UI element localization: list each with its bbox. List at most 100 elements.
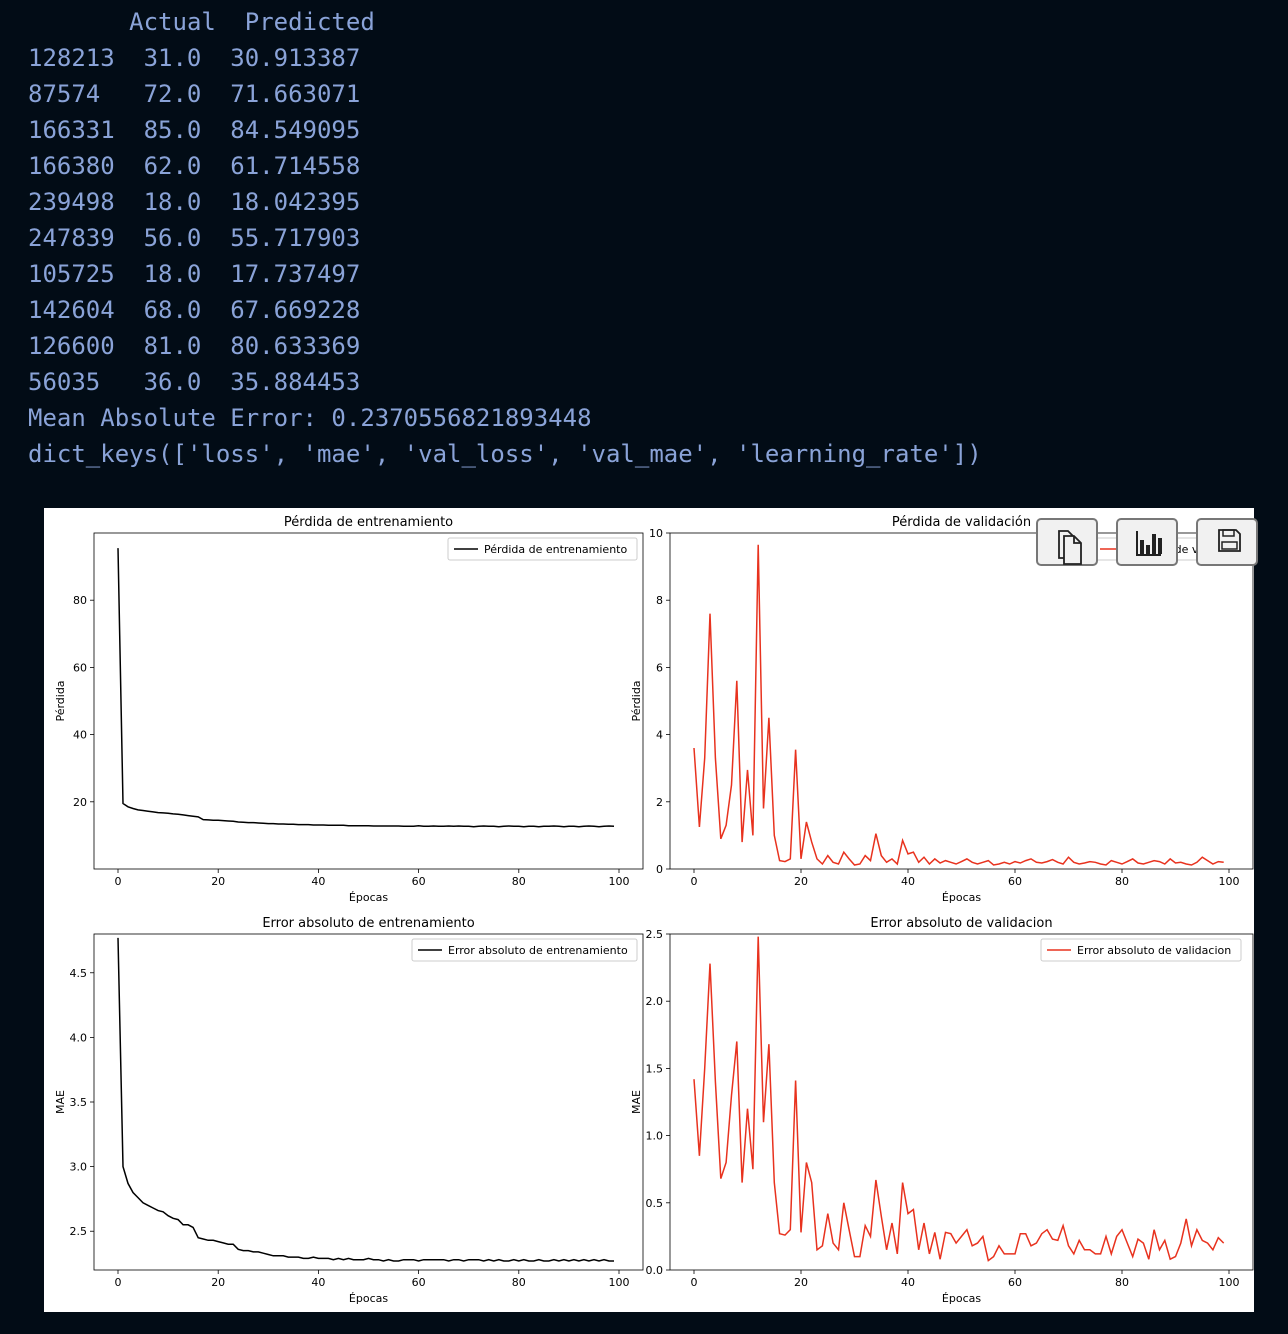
- x-tick-label: 60: [412, 1276, 426, 1289]
- actual-value: 18.0: [143, 188, 202, 216]
- series-line: [117, 937, 614, 1262]
- legend: Error absoluto de entrenamiento: [411, 938, 638, 962]
- row-index: 142604: [28, 296, 115, 324]
- y-tick-label: 1.0: [646, 1130, 664, 1143]
- x-tick-label: 20: [211, 875, 225, 888]
- x-axis-label: Épocas: [349, 1292, 388, 1305]
- legend-entry: Error absoluto de validacion: [1077, 944, 1231, 957]
- row-index: 128213: [28, 44, 115, 72]
- y-tick-label: 40: [73, 729, 87, 742]
- row-index: 239498: [28, 188, 115, 216]
- actual-value: 56.0: [143, 224, 202, 252]
- predicted-value: 18.042395: [230, 188, 361, 216]
- save-icon: [1218, 529, 1241, 552]
- y-tick-label: 0.5: [646, 1197, 664, 1210]
- row-index: 166380: [28, 152, 115, 180]
- predicted-value: 84.549095: [230, 116, 361, 144]
- predicted-value: 61.714558: [230, 152, 361, 180]
- series-line: [693, 544, 1224, 866]
- predicted-value: 71.663071: [230, 80, 361, 108]
- chart-button[interactable]: [1116, 518, 1178, 566]
- series-line: [117, 548, 615, 828]
- x-axis-label: Épocas: [349, 891, 388, 904]
- x-tick-label: 100: [1219, 1276, 1240, 1289]
- series-line: [693, 936, 1225, 1262]
- x-tick-label: 20: [794, 875, 808, 888]
- legend-box: [1040, 938, 1242, 962]
- copy-button[interactable]: [1036, 518, 1098, 566]
- console-output: Actual Predicted 128213 31.0 30.913387 875…: [28, 4, 982, 472]
- dataframe-row: 166331 85.0 84.549095: [28, 116, 360, 144]
- x-axis-label: Épocas: [942, 1292, 981, 1305]
- y-tick-label: 0: [656, 863, 663, 876]
- y-axis-label: MAE: [630, 1090, 643, 1114]
- x-tick-label: 60: [1008, 875, 1022, 888]
- y-tick-label: 2.0: [646, 995, 664, 1008]
- dataframe-row: 126600 81.0 80.633369: [28, 332, 360, 360]
- y-tick-label: 80: [73, 594, 87, 607]
- x-tick-label: 40: [311, 875, 325, 888]
- dataframe-row: 166380 62.0 61.714558: [28, 152, 360, 180]
- predicted-value: 17.737497: [230, 260, 361, 288]
- x-tick-label: 60: [412, 875, 426, 888]
- predicted-value: 67.669228: [230, 296, 361, 324]
- axes-frame: [669, 933, 1254, 1271]
- row-index: 247839: [28, 224, 115, 252]
- x-tick-label: 100: [609, 875, 630, 888]
- y-axis-label: Pérdida: [630, 680, 643, 721]
- dataframe-header: Actual Predicted: [28, 8, 375, 36]
- actual-value: 36.0: [143, 368, 202, 396]
- x-tick-label: 80: [512, 875, 526, 888]
- x-tick-label: 0: [115, 875, 122, 888]
- row-index: 126600: [28, 332, 115, 360]
- chart-title: Error absoluto de entrenamiento: [262, 916, 474, 931]
- y-tick-label: 20: [73, 796, 87, 809]
- x-tick-label: 40: [901, 875, 915, 888]
- y-tick-label: 4: [656, 729, 663, 742]
- predicted-value: 80.633369: [230, 332, 361, 360]
- legend-entry: Error absoluto de entrenamiento: [448, 944, 628, 957]
- matplotlib-figure: Pérdida de entrenamiento 0 20 40 60 80 100 20 40…: [44, 508, 1254, 1312]
- y-tick-label: 0.0: [646, 1264, 664, 1277]
- dataframe-row: 56035 36.0 35.884453: [28, 368, 360, 396]
- y-tick-label: 60: [73, 661, 87, 674]
- row-index: 56035: [28, 368, 101, 396]
- actual-value: 62.0: [143, 152, 202, 180]
- actual-value: 81.0: [143, 332, 202, 360]
- dataframe-row: 142604 68.0 67.669228: [28, 296, 360, 324]
- x-tick-label: 60: [1008, 1276, 1022, 1289]
- axes-frame: [93, 532, 644, 870]
- y-tick-label: 4.0: [70, 1031, 88, 1044]
- x-tick-label: 0: [691, 1276, 698, 1289]
- mae-output-line: Mean Absolute Error: 0.2370556821893448: [28, 404, 592, 432]
- x-tick-label: 80: [512, 1276, 526, 1289]
- chart-icon: [1136, 531, 1162, 556]
- x-tick-label: 80: [1115, 1276, 1129, 1289]
- dataframe-row: 128213 31.0 30.913387: [28, 44, 360, 72]
- y-tick-label: 4.5: [70, 967, 88, 980]
- axes-frame: [93, 933, 644, 1271]
- y-tick-label: 1.5: [646, 1062, 664, 1075]
- x-tick-label: 20: [211, 1276, 225, 1289]
- chart-title: Pérdida de entrenamiento: [284, 515, 453, 530]
- y-tick-label: 3.0: [70, 1161, 88, 1174]
- x-tick-label: 100: [1219, 875, 1240, 888]
- chart-title: Pérdida de validación: [892, 515, 1031, 530]
- x-tick-label: 0: [115, 1276, 122, 1289]
- legend: Error absoluto de validacion: [1040, 938, 1242, 962]
- dataframe-row: 87574 72.0 71.663071: [28, 80, 360, 108]
- x-tick-label: 40: [311, 1276, 325, 1289]
- legend-box: [447, 537, 638, 561]
- dataframe-row: 239498 18.0 18.042395: [28, 188, 360, 216]
- y-axis-label: MAE: [54, 1090, 67, 1114]
- predicted-value: 55.717903: [230, 224, 361, 252]
- actual-value: 72.0: [143, 80, 202, 108]
- y-axis-label: Pérdida: [54, 680, 67, 721]
- save-button[interactable]: [1196, 518, 1258, 566]
- legend: Pérdida de entrenamiento: [447, 537, 638, 561]
- x-tick-label: 0: [691, 875, 698, 888]
- x-tick-label: 100: [609, 1276, 630, 1289]
- axes-frame: [669, 532, 1254, 870]
- x-axis-label: Épocas: [942, 891, 981, 904]
